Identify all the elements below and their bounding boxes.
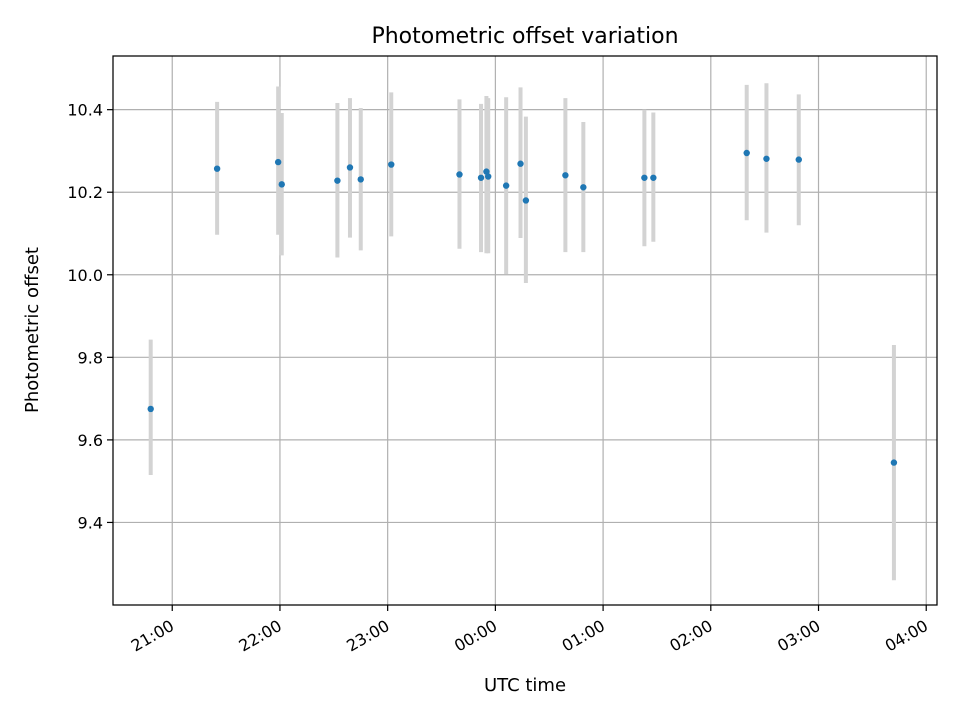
data-point (795, 156, 802, 163)
data-point (477, 174, 485, 181)
y-tick-label: 10.2 (67, 183, 103, 202)
y-axis-ticks: 9.4 9.6 9.8 10.0 10.2 10.4 (67, 101, 113, 532)
data-point (346, 164, 354, 171)
chart-title: Photometric offset variation (371, 24, 678, 49)
y-tick-label: 9.6 (78, 431, 103, 450)
grid (113, 56, 937, 605)
data-point (517, 160, 524, 167)
y-axis-title: Photometric offset (22, 247, 43, 413)
y-tick-label: 9.4 (78, 513, 103, 532)
data-point (483, 168, 490, 175)
data-point (763, 155, 770, 162)
y-tick-label: 10.0 (67, 266, 103, 285)
data-point (641, 174, 648, 181)
y-tick-label: 9.8 (78, 348, 103, 367)
data-points (147, 149, 898, 466)
data-point (650, 174, 657, 181)
y-tick-label: 10.4 (67, 101, 103, 120)
data-point (580, 184, 587, 191)
data-point (502, 182, 510, 189)
data-point (484, 173, 492, 180)
plot-frame (112, 55, 938, 606)
data-point (274, 158, 282, 166)
data-point (334, 177, 341, 184)
data-point (388, 161, 395, 168)
x-axis-title: UTC time (484, 675, 566, 696)
data-point (278, 181, 285, 188)
data-point (357, 176, 364, 183)
data-point (743, 149, 750, 157)
data-point (522, 197, 530, 204)
data-point (456, 171, 463, 178)
data-point (147, 405, 154, 413)
data-point (213, 165, 221, 172)
data-point (890, 459, 898, 466)
data-point (562, 172, 569, 179)
